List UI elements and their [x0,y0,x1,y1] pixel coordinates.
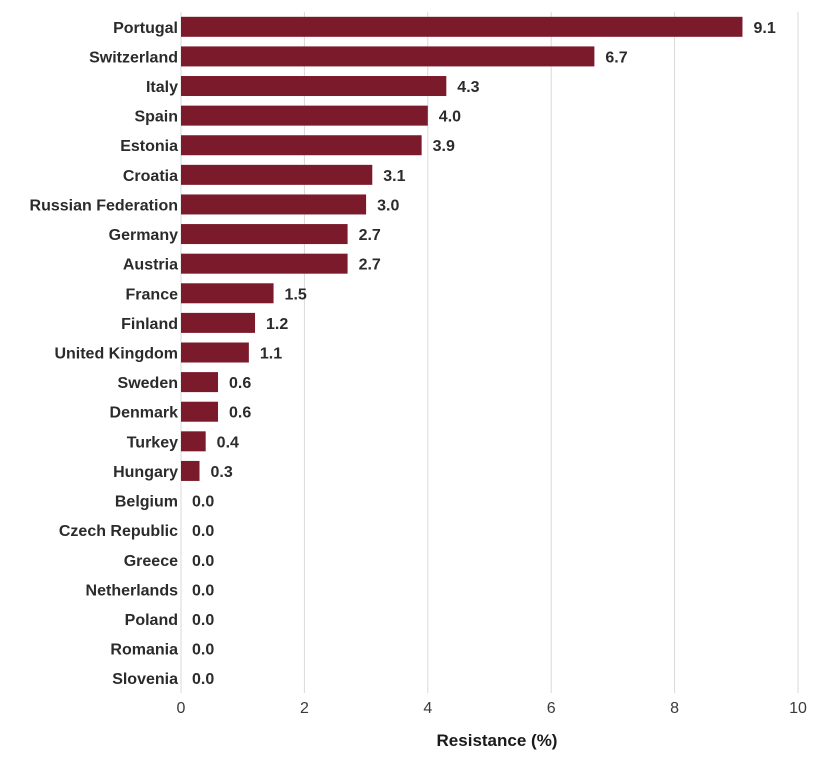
bar [181,253,348,274]
value-label: 0.0 [192,671,214,688]
value-label: 0.0 [192,612,214,629]
value-label: 0.3 [211,464,233,481]
category-label: Turkey [127,434,178,451]
category-label: Austria [123,257,178,274]
x-axis-title: Resistance (%) [437,731,558,750]
value-label: 0.6 [229,405,251,422]
category-label: Finland [121,316,178,333]
value-labels: 9.1 6.7 4.3 4.0 3.9 3.1 3.0 2.7 2.7 1.5 1.2 1.1 0.6 0… [192,20,776,688]
value-label: 1.5 [285,286,307,303]
x-tick-label: 0 [177,700,186,717]
value-label: 0.4 [217,434,239,451]
bar [181,342,249,363]
value-label: 4.0 [439,109,461,126]
value-label: 3.0 [377,197,399,214]
category-label: Russian Federation [30,197,178,214]
category-label: Switzerland [89,49,178,66]
x-tick-label: 8 [670,700,679,717]
category-label: Sweden [118,375,178,392]
bars [181,16,743,481]
bar [181,312,256,333]
category-label: Denmark [110,405,179,422]
category-label: Italy [146,79,178,96]
category-label: Belgium [115,494,178,511]
bar [181,401,219,422]
bar [181,224,348,245]
x-tick-label: 4 [423,700,432,717]
bar [181,135,422,156]
value-label: 3.1 [383,168,405,185]
category-label: Portugal [113,20,178,37]
bar [181,105,428,126]
category-labels: Portugal Switzerland Italy Spain Estonia Croa… [30,20,179,688]
value-label: 6.7 [605,49,627,66]
value-label: 0.6 [229,375,251,392]
bar [181,460,200,481]
category-label: Czech Republic [59,523,178,540]
category-label: Germany [109,227,178,244]
category-label: Greece [124,553,178,570]
category-label: Romania [110,642,178,659]
value-label: 0.0 [192,642,214,659]
value-label: 0.0 [192,523,214,540]
value-label: 1.2 [266,316,288,333]
category-label: Poland [125,612,178,629]
value-label: 3.9 [433,138,455,155]
x-tick-label: 6 [547,700,556,717]
bar [181,372,219,393]
value-label: 0.0 [192,494,214,511]
value-label: 9.1 [753,20,775,37]
value-label: 2.7 [359,257,381,274]
category-label: Netherlands [86,582,179,599]
value-label: 1.1 [260,346,282,363]
category-label: Spain [134,109,178,126]
category-label: United Kingdom [54,346,178,363]
bar [181,46,595,67]
value-label: 0.0 [192,582,214,599]
category-label: France [126,286,179,303]
bar [181,76,447,97]
x-tick-label: 2 [300,700,309,717]
value-label: 2.7 [359,227,381,244]
x-axis-ticks: 0 2 4 6 8 10 [177,700,807,717]
category-label: Croatia [123,168,178,185]
bar [181,431,206,452]
value-label: 0.0 [192,553,214,570]
category-label: Hungary [113,464,178,481]
value-label: 4.3 [457,79,479,96]
bar [181,164,373,185]
category-label: Estonia [120,138,178,155]
bar [181,194,367,215]
bar [181,283,274,304]
x-tick-label: 10 [789,700,807,717]
bar [181,16,743,37]
category-label: Slovenia [112,671,178,688]
